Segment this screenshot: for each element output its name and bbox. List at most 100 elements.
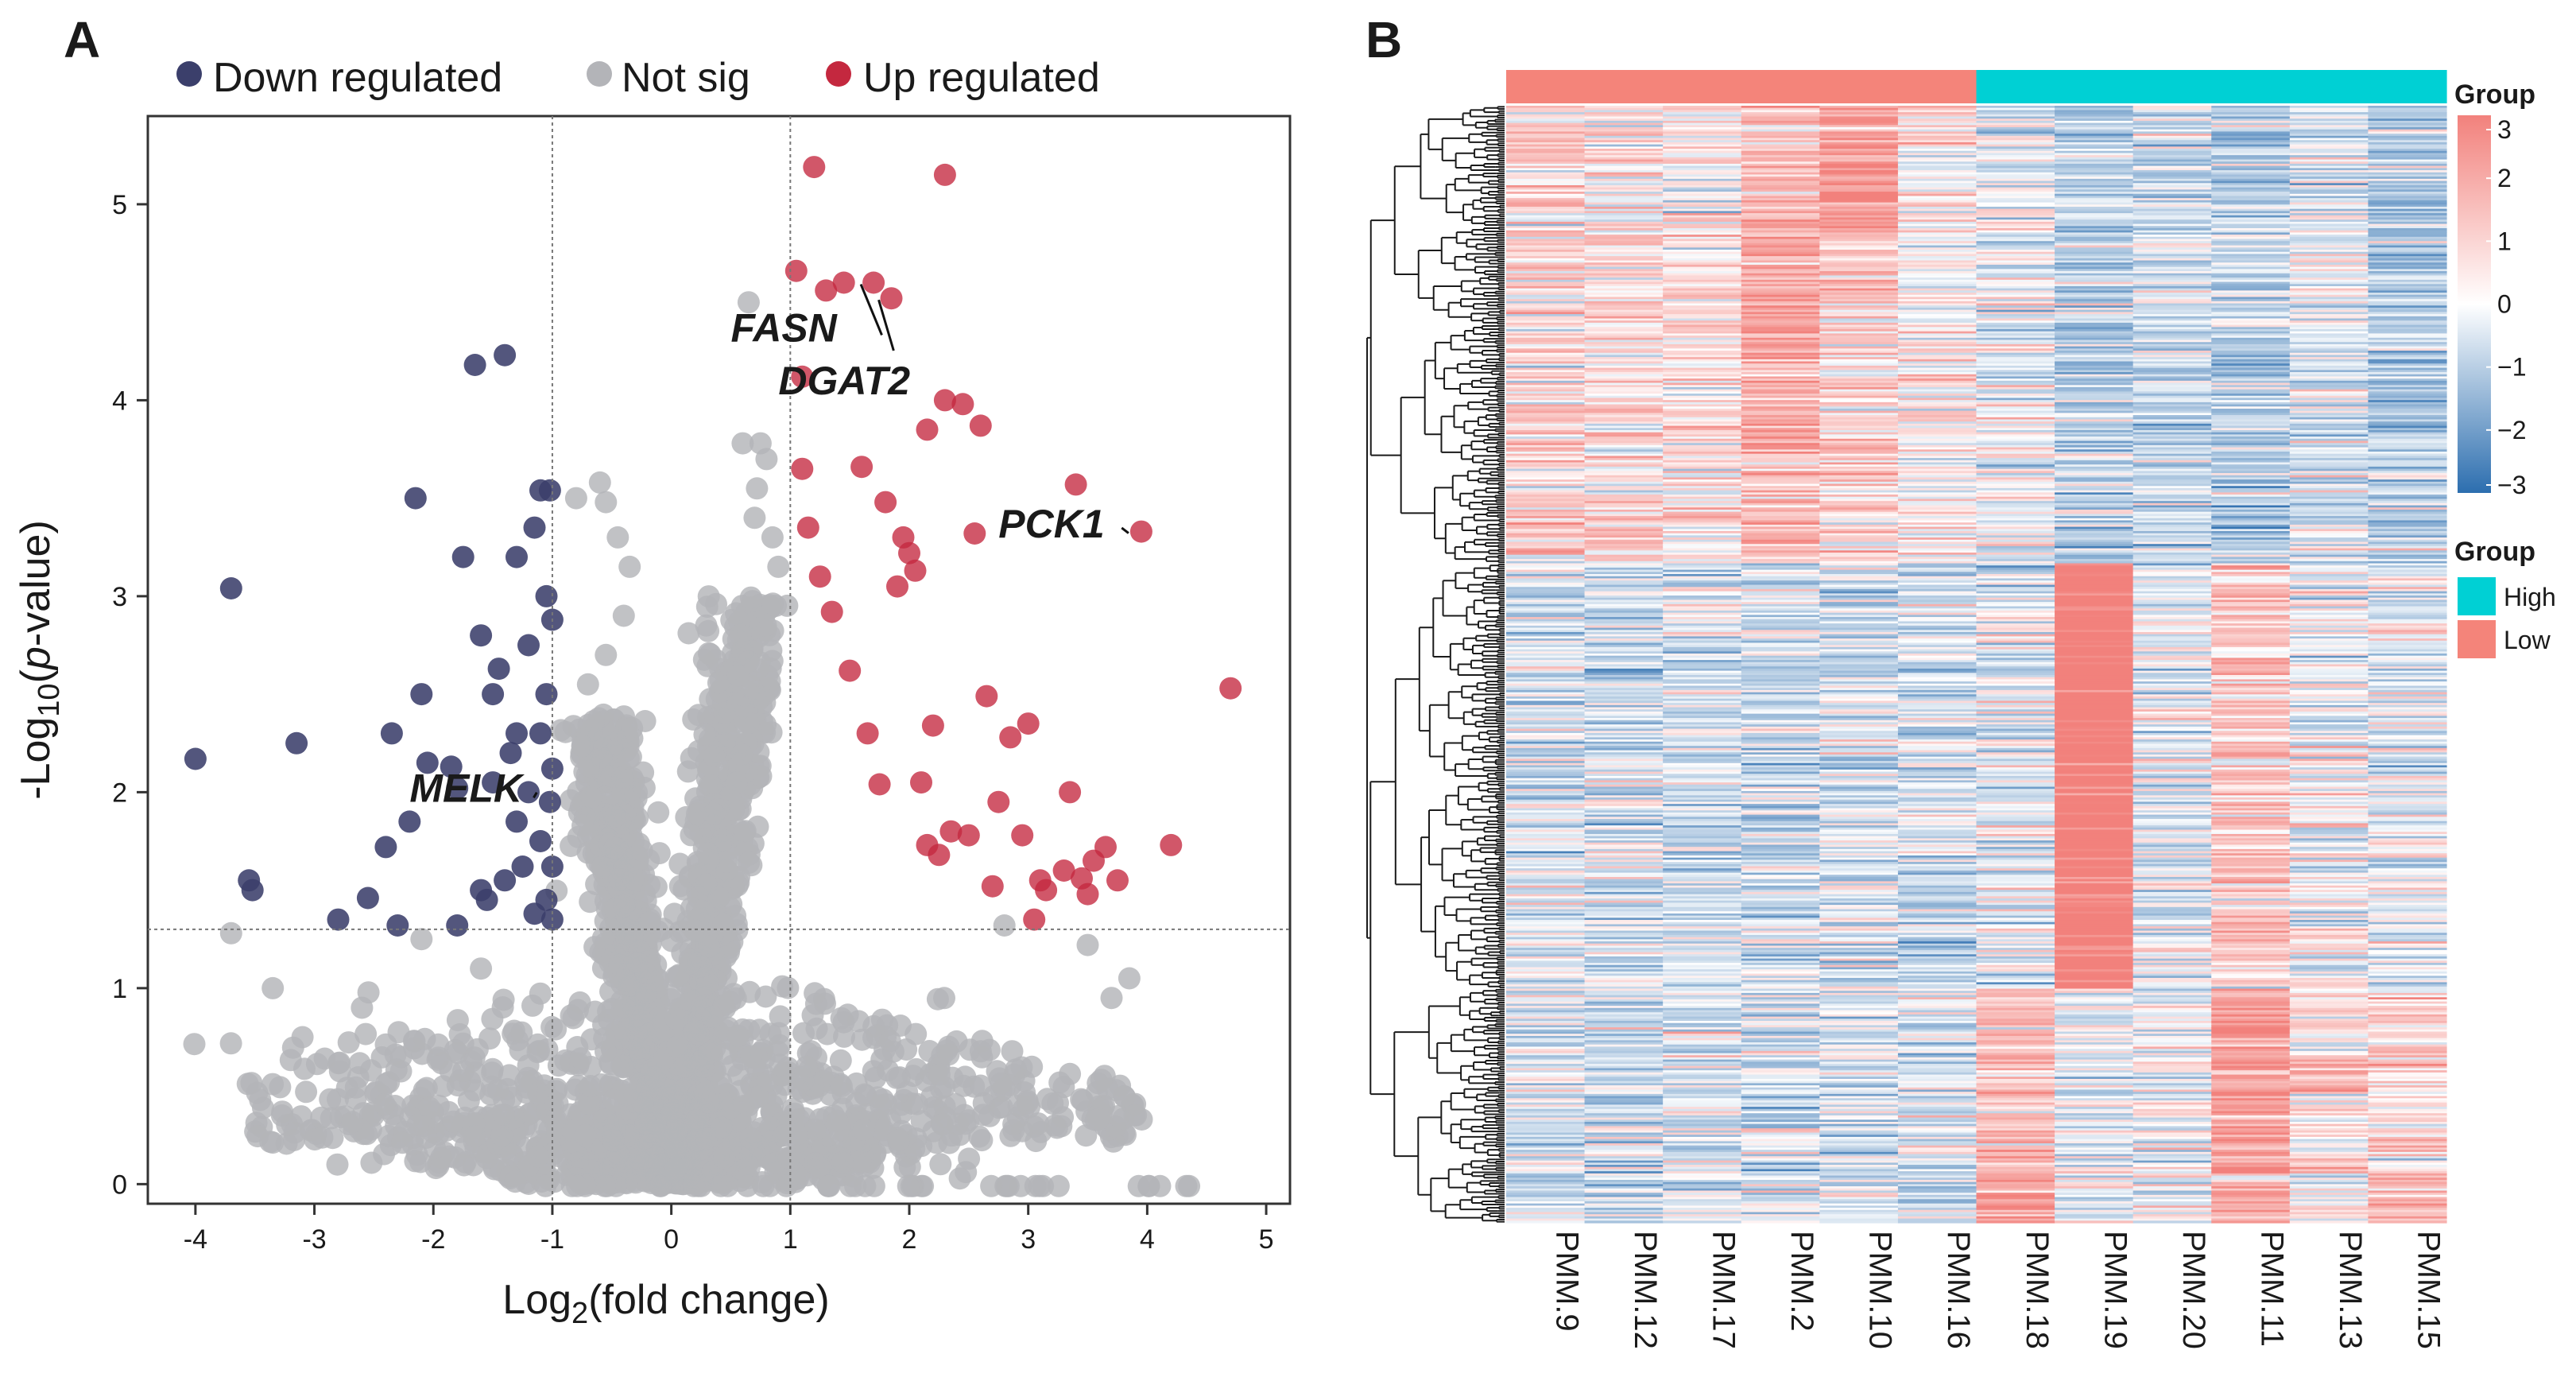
- ns-point: [768, 1053, 791, 1077]
- y-tick-label: 1: [112, 974, 127, 1004]
- ns-point: [452, 1060, 475, 1083]
- up-point: [874, 491, 897, 514]
- x-tick-label: 2: [902, 1224, 917, 1255]
- group-bar-cell: [1663, 70, 1742, 103]
- heatmap-cells: [1506, 106, 2447, 1224]
- ns-point: [864, 1066, 887, 1089]
- melk-label: MELK: [409, 766, 525, 811]
- down-point: [380, 722, 403, 745]
- up-point: [987, 790, 1010, 813]
- ns-point: [628, 1037, 651, 1060]
- down-point: [506, 810, 528, 833]
- down-point: [538, 479, 561, 502]
- ns-point: [579, 786, 602, 809]
- up-point: [839, 659, 862, 682]
- ns-point: [492, 988, 515, 1011]
- ns-point: [566, 1174, 589, 1197]
- ns-point: [710, 1116, 733, 1139]
- down-point: [451, 545, 475, 568]
- up-point: [981, 875, 1004, 898]
- ns-point: [878, 1030, 901, 1053]
- ns-point: [463, 1125, 486, 1147]
- ns-point: [683, 1174, 706, 1197]
- y-axis-title: -Log10(p-value): [13, 520, 66, 800]
- ns-point: [695, 873, 718, 896]
- legend-up-label: Up regulated: [863, 55, 1100, 101]
- ns-point: [713, 1146, 736, 1170]
- ns-point: [777, 1146, 800, 1170]
- down-point: [446, 914, 469, 937]
- ns-point: [980, 1174, 1003, 1197]
- x-tick-label: 5: [1259, 1224, 1274, 1255]
- ns-point: [481, 1007, 504, 1030]
- ns-point: [595, 491, 618, 514]
- ns-point: [613, 995, 636, 1018]
- up-point: [928, 844, 951, 867]
- down-point: [398, 810, 421, 833]
- ns-point: [968, 1125, 991, 1148]
- ns-point: [697, 619, 720, 642]
- ns-point: [593, 1027, 616, 1050]
- ns-point: [817, 1174, 839, 1197]
- ns-point: [320, 1107, 343, 1130]
- ns-point: [701, 1005, 724, 1028]
- down-point: [482, 683, 505, 706]
- ns-point: [219, 1032, 242, 1055]
- down-point: [386, 914, 409, 937]
- group-bar-cell: [2368, 70, 2447, 103]
- up-point: [820, 600, 843, 623]
- ns-point: [755, 448, 778, 471]
- up-point: [856, 722, 879, 745]
- ns-point: [679, 952, 702, 975]
- y-axis-title-p: p: [13, 646, 59, 671]
- down-point: [487, 658, 510, 681]
- ns-point: [905, 1022, 928, 1046]
- ns-point: [481, 1057, 504, 1080]
- ns-point: [577, 755, 600, 778]
- ns-point: [406, 1113, 429, 1136]
- ns-point: [613, 894, 636, 918]
- y-tick-label: 3: [112, 582, 127, 612]
- up-point: [796, 516, 819, 539]
- ns-point: [183, 1033, 206, 1056]
- ns-point: [647, 801, 670, 824]
- ns-point: [804, 982, 827, 1005]
- ns-point: [606, 526, 629, 549]
- ns-point: [571, 735, 594, 758]
- ns-point: [1021, 1055, 1044, 1078]
- ns-point: [746, 477, 769, 500]
- ns-point: [761, 592, 784, 615]
- down-point: [404, 487, 427, 510]
- up-point: [1011, 824, 1034, 847]
- ns-point: [583, 1000, 606, 1023]
- ns-point: [767, 555, 790, 578]
- ns-point: [795, 1055, 818, 1078]
- ns-point: [591, 926, 614, 949]
- ns-point: [521, 994, 544, 1017]
- ns-point: [978, 1038, 1001, 1061]
- y-axis-title-subscript: 10: [33, 683, 66, 716]
- ns-point: [647, 969, 670, 992]
- ns-point: [1113, 1084, 1136, 1108]
- ns-point: [410, 928, 433, 951]
- down-point: [535, 683, 558, 706]
- ns-point: [1047, 1092, 1069, 1115]
- down-point: [506, 545, 528, 568]
- up-point: [791, 457, 814, 480]
- ns-point: [603, 836, 626, 859]
- ns-point: [905, 1057, 928, 1080]
- ns-point: [569, 1047, 592, 1070]
- ns-point: [698, 935, 721, 958]
- ns-point: [611, 766, 634, 789]
- group-bar-cell: [1741, 70, 1820, 103]
- ns-point: [246, 1125, 269, 1148]
- ns-point: [697, 642, 720, 665]
- group-bar-cell: [1976, 70, 2055, 103]
- ns-point: [1118, 967, 1141, 990]
- ns-point: [293, 1057, 316, 1080]
- down-point: [374, 836, 397, 859]
- ns-point: [534, 1174, 557, 1197]
- ns-point: [470, 957, 493, 980]
- ns-point: [729, 1080, 752, 1102]
- ns-point: [668, 852, 691, 875]
